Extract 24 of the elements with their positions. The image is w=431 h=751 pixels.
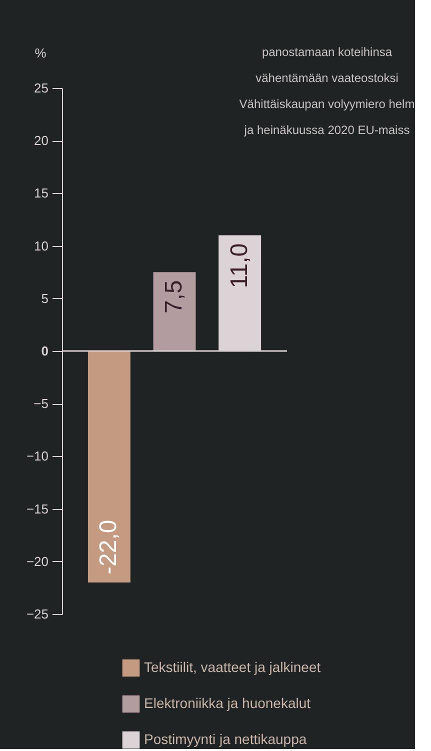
y-tick-label: 10: [34, 238, 48, 254]
legend-label: Elektroniikka ja huonekalut: [144, 695, 311, 711]
data-label: -22,0: [95, 520, 122, 574]
y-tick-label: −15: [26, 501, 48, 516]
y-axis-title: %: [34, 46, 47, 60]
y-tick-label: −20: [26, 554, 48, 569]
y-tick-label: 0: [41, 344, 48, 358]
text: vähentämään vaateostoksi: [256, 71, 398, 85]
y-tick-label: −25: [26, 606, 48, 622]
data-label: 11,0: [226, 243, 253, 288]
y-tick-label: 5: [41, 290, 48, 306]
bar: [88, 351, 130, 582]
y-tick-label: 25: [34, 80, 48, 96]
y-tick-label: −5: [34, 396, 48, 412]
y-tick-label: 20: [34, 133, 48, 148]
y-tick-label: 15: [34, 186, 48, 201]
y-tick-label: −10: [26, 448, 48, 464]
data-label: 7,5: [160, 280, 188, 314]
annotation: ja heinäkuussa 2020 EU-maiss: [243, 123, 410, 137]
bar: [153, 272, 196, 351]
annotation: Vähittäiskaupan volyymiero helm: [239, 97, 415, 111]
legend-label: Postimyynti ja nettikauppa: [144, 731, 307, 747]
text: panostamaan koteihinsa: [262, 45, 392, 59]
legend-label: Tekstiilit, vaatteet ja jalkineet: [144, 659, 321, 675]
